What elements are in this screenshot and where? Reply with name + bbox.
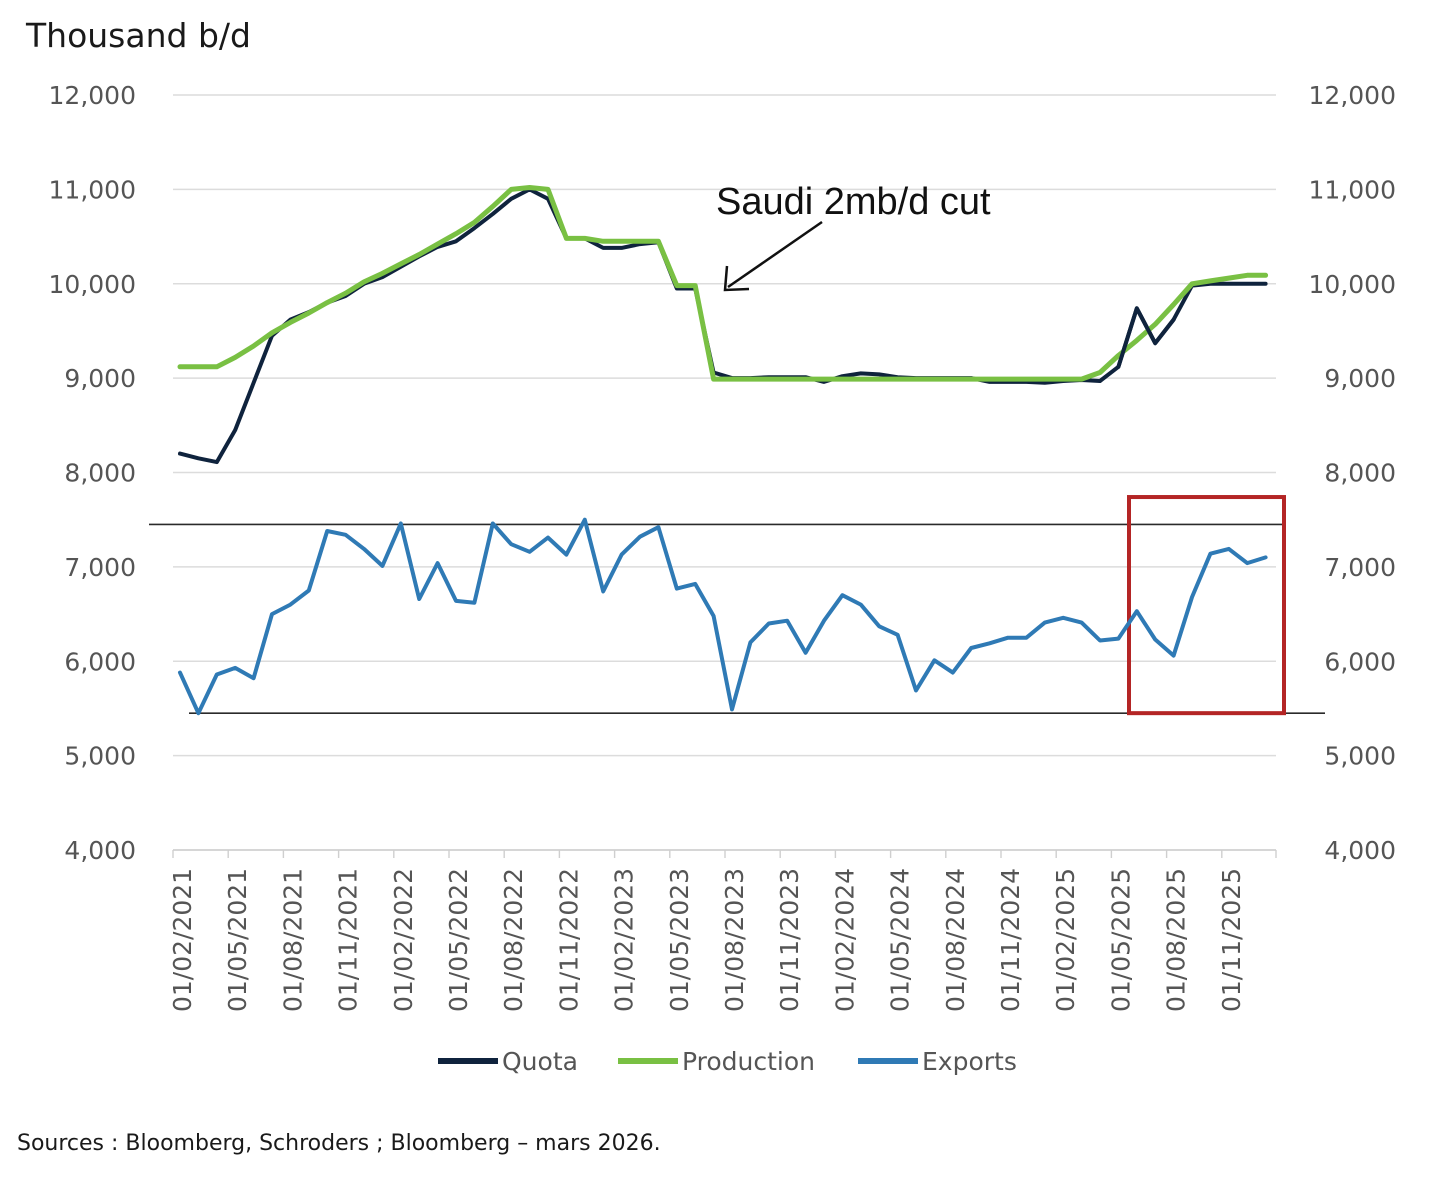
- y-tick-label-right: 8,000: [1324, 459, 1396, 488]
- y-tick-label-right: 11,000: [1309, 175, 1396, 204]
- y-tick-label-left: 5,000: [64, 742, 136, 771]
- y-tick-label-right: 6,000: [1324, 647, 1396, 676]
- annotations: Saudi 2mb/d cut: [716, 181, 991, 292]
- legend-label-quota: Quota: [502, 1047, 578, 1076]
- y-tick-label-left: 11,000: [49, 175, 136, 204]
- y-tick-label-left: 10,000: [49, 270, 136, 299]
- highlight-box: [1127, 495, 1286, 716]
- x-tick-label: 01/08/2025: [1162, 868, 1191, 1012]
- x-tick-label: 01/02/2024: [830, 868, 859, 1012]
- x-tick-label: 01/11/2023: [775, 868, 804, 1012]
- y-tick-label-left: 12,000: [49, 81, 136, 110]
- x-tick-label: 01/11/2025: [1217, 868, 1246, 1012]
- reference-lines: [149, 495, 1325, 716]
- y-tick-label-right: 9,000: [1324, 364, 1396, 393]
- y-tick-label-right: 12,000: [1309, 81, 1396, 110]
- legend-label-exports: Exports: [922, 1047, 1017, 1076]
- chart: 4,000 4,000 5,000 5,000 6,000 6,000 7,000 7,000…: [25, 16, 1396, 1076]
- series-line-quota-overlay: [1116, 306, 1176, 369]
- x-tick-label: 01/08/2022: [499, 868, 528, 1012]
- x-tick-label: 01/11/2022: [554, 868, 583, 1012]
- annotation-arrow: [727, 220, 823, 289]
- axes: 4,000 4,000 5,000 5,000 6,000 6,000 7,000 7,000…: [49, 81, 1396, 1012]
- annotation-arrowhead: [723, 265, 750, 292]
- x-tick-label: 01/02/2022: [389, 868, 418, 1012]
- series-line-exports: [178, 517, 1268, 716]
- x-tick-label: 01/02/2021: [168, 868, 197, 1012]
- unit-title: Thousand b/d: [25, 16, 251, 55]
- legend-label-production: Production: [682, 1047, 815, 1076]
- y-tick-label-right: 7,000: [1324, 553, 1396, 582]
- series-line-production: [177, 185, 1269, 382]
- x-tick-label: 01/11/2021: [334, 868, 363, 1012]
- y-tick-label-right: 10,000: [1309, 270, 1396, 299]
- y-tick-label-left: 4,000: [64, 836, 136, 865]
- x-tick-label: 01/02/2025: [1051, 868, 1080, 1012]
- annotation-text: Saudi 2mb/d cut: [716, 181, 991, 223]
- series-line-quota: [178, 187, 1268, 465]
- y-tick-label-right: 5,000: [1324, 742, 1396, 771]
- source-note: Sources : Bloomberg, Schroders ; Bloombe…: [17, 1131, 661, 1156]
- y-tick-label-left: 7,000: [64, 553, 136, 582]
- x-tick-label: 01/08/2021: [278, 868, 307, 1012]
- y-tick-label-left: 8,000: [64, 459, 136, 488]
- x-tick-label: 01/05/2021: [223, 868, 252, 1012]
- series-lines: [177, 185, 1269, 716]
- x-tick-label: 01/05/2023: [665, 868, 694, 1012]
- x-tick-label: 01/05/2022: [444, 868, 473, 1012]
- x-tick-label: 01/02/2023: [610, 868, 639, 1012]
- legend: Quota Production Exports: [438, 1047, 1017, 1076]
- x-tick-label: 01/05/2025: [1106, 868, 1135, 1012]
- x-tick-label: 01/08/2023: [720, 868, 749, 1012]
- chart-svg: 4,000 4,000 5,000 5,000 6,000 6,000 7,000 7,000…: [25, 16, 1396, 1076]
- y-tick-label-left: 9,000: [64, 364, 136, 393]
- y-tick-label-left: 6,000: [64, 647, 136, 676]
- y-tick-label-right: 4,000: [1324, 836, 1396, 865]
- x-tick-label: 01/05/2024: [886, 868, 915, 1012]
- x-tick-label: 01/11/2024: [996, 868, 1025, 1012]
- x-tick-label: 01/08/2024: [941, 868, 970, 1012]
